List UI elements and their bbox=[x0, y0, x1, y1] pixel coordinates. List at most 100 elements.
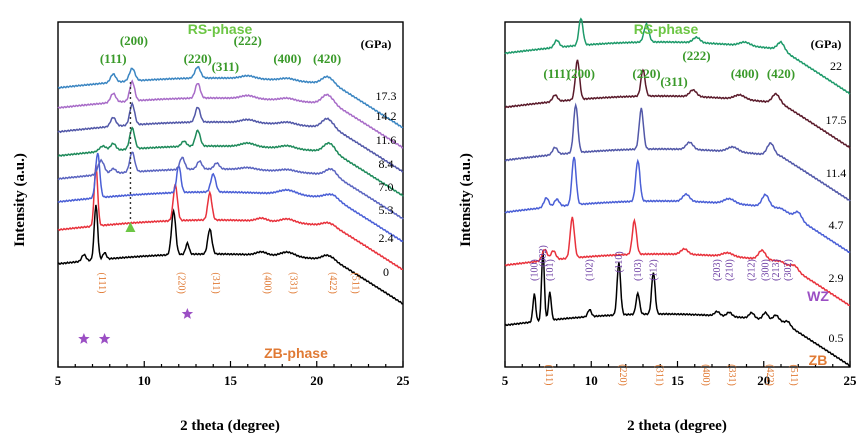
rs-peak-label: (420) bbox=[313, 51, 341, 66]
series-line bbox=[57, 79, 404, 149]
series-line bbox=[57, 204, 404, 305]
x-tick-label: 10 bbox=[138, 373, 151, 388]
zb-peak-label: (220) bbox=[617, 364, 628, 386]
wz-peak-label: (101) bbox=[545, 259, 556, 281]
rs-peak-label: (311) bbox=[212, 59, 239, 74]
series-pressure-label: 0.5 bbox=[829, 331, 844, 345]
zb-peak-label: (511) bbox=[350, 272, 361, 293]
rs-peak-label: (400) bbox=[273, 51, 301, 66]
left-xlabel: 2 theta (degree) bbox=[180, 418, 280, 434]
series-line bbox=[57, 126, 404, 197]
series-line bbox=[504, 59, 851, 149]
series-pressure-label: 11.6 bbox=[376, 133, 397, 147]
wz-peak-label: (300) bbox=[760, 259, 771, 281]
rs-peak-label: (220) bbox=[184, 51, 212, 66]
wz-peak-label: (212) bbox=[747, 259, 758, 281]
star-marker-icon bbox=[78, 333, 90, 344]
series-pressure-label: 2.9 bbox=[829, 271, 844, 285]
x-tick-label: 10 bbox=[585, 373, 598, 388]
series-line bbox=[504, 250, 851, 367]
series-pressure-label: 17.3 bbox=[376, 89, 397, 103]
zb-peak-label: (400) bbox=[700, 364, 711, 386]
series-pressure-label: 14.2 bbox=[376, 109, 397, 123]
wz-peak-label: (100) bbox=[529, 259, 540, 281]
series-line bbox=[57, 165, 404, 271]
left-zb-peak-labels: (111) (220) (311) (400) (331) (422) (511) bbox=[96, 272, 361, 294]
zb-peak-label: (311) bbox=[653, 364, 664, 385]
series-line bbox=[504, 102, 851, 202]
left-rs-peak-labels: (111) (200) (220)(311) (222) (400) (420) bbox=[100, 33, 341, 74]
zb-peak-label: (422) bbox=[764, 364, 775, 386]
x-tick-label: 20 bbox=[757, 373, 770, 388]
right-zb-label: ZB bbox=[809, 352, 828, 368]
series-line bbox=[57, 151, 404, 220]
star-marker-icon bbox=[98, 333, 111, 344]
left-phase-bottom: ZB-phase bbox=[264, 345, 328, 361]
wz-peak-label: (110) bbox=[614, 251, 625, 272]
x-tick-label: 5 bbox=[55, 373, 62, 388]
x-tick-label: 25 bbox=[397, 373, 411, 388]
left-annotations bbox=[78, 82, 194, 344]
rs-peak-label: (311) bbox=[660, 74, 687, 89]
left-x-ticks: 5 10 15 20 25 bbox=[55, 361, 410, 388]
zb-peak-label: (331) bbox=[287, 272, 298, 294]
rs-peak-label: (400) bbox=[731, 66, 759, 81]
wz-peak-label: (203) bbox=[712, 259, 723, 281]
zb-peak-label: (331) bbox=[726, 364, 737, 386]
right-wz-peak-labels: (100)(002)(101) (102) (110) (103) (112) (203)… bbox=[529, 245, 794, 281]
series-pressure-label: 17.5 bbox=[826, 113, 847, 127]
series-pressure-label: 8.4 bbox=[379, 157, 394, 171]
rs-peak-label: (200) bbox=[567, 66, 595, 81]
wz-peak-label: (213) bbox=[771, 259, 782, 281]
zb-peak-label: (511) bbox=[788, 364, 799, 385]
series-pressure-label: 0 bbox=[383, 265, 389, 279]
right-units-label: (GPa) bbox=[811, 37, 842, 51]
left-series-group bbox=[57, 65, 404, 305]
zb-peak-label: (111) bbox=[543, 365, 554, 386]
wz-peak-label: (112) bbox=[648, 259, 659, 280]
right-panel: 5 10 15 20 25 0.52.94.711.417.522 (111)(200)… bbox=[458, 17, 857, 434]
rs-peak-label: (222) bbox=[234, 33, 262, 48]
left-series-labels: 0 2.4 5.3 7.0 8.4 11.6 14.2 17.3 bbox=[376, 89, 397, 279]
series-line bbox=[504, 216, 851, 307]
rs-peak-label: (111) bbox=[100, 51, 127, 66]
wz-peak-label: (302) bbox=[783, 259, 794, 281]
rs-peak-label: (220) bbox=[632, 66, 660, 81]
zb-peak-label: (311) bbox=[210, 272, 221, 293]
zb-peak-label: (400) bbox=[262, 272, 273, 294]
x-tick-label: 15 bbox=[671, 373, 685, 388]
zb-peak-label: (220) bbox=[175, 272, 186, 294]
series-pressure-label: 22 bbox=[830, 59, 842, 73]
zb-peak-label: (422) bbox=[327, 272, 338, 294]
rs-peak-label: (111) bbox=[543, 66, 570, 81]
series-line bbox=[57, 152, 404, 243]
right-xlabel: 2 theta (degree) bbox=[627, 418, 727, 434]
x-tick-label: 25 bbox=[844, 373, 858, 388]
x-tick-label: 5 bbox=[502, 373, 509, 388]
arrow-up-icon bbox=[125, 222, 136, 232]
left-units-label: (GPa) bbox=[361, 37, 392, 51]
series-line bbox=[57, 101, 404, 173]
left-ylabel: Intensity (a.u.) bbox=[12, 153, 28, 247]
right-rs-peak-labels: (111)(200) (220)(311) (222) (400) (420) bbox=[543, 48, 795, 89]
rs-peak-label: (222) bbox=[682, 48, 710, 63]
zb-peak-label: (111) bbox=[96, 273, 107, 294]
right-series-labels: 0.5 2.9 4.7 11.4 17.5 22 bbox=[826, 59, 847, 345]
right-zb-peak-labels: (111) (220) (311) (400) (331) (422) (511) bbox=[543, 364, 799, 386]
right-wz-label: WZ bbox=[807, 288, 829, 304]
wz-peak-label: (103) bbox=[633, 259, 644, 281]
wz-peak-label: (002) bbox=[538, 245, 549, 267]
right-series-group bbox=[504, 17, 851, 367]
left-panel: 5 10 15 20 25 0 2.4 5.3 7.0 8.4 11.6 14.2 17.3 (111… bbox=[12, 21, 410, 434]
right-x-ticks: 5 10 15 20 25 bbox=[502, 361, 857, 388]
series-line bbox=[57, 65, 404, 129]
star-marker-icon bbox=[181, 308, 194, 319]
wz-peak-label: (102) bbox=[585, 259, 596, 281]
x-tick-label: 15 bbox=[224, 373, 238, 388]
right-phase-top: RS-phase bbox=[634, 21, 699, 37]
right-ylabel: Intensity (a.u.) bbox=[458, 153, 474, 247]
series-line bbox=[504, 156, 851, 254]
series-line bbox=[504, 17, 851, 95]
series-pressure-label: 5.3 bbox=[379, 203, 394, 217]
